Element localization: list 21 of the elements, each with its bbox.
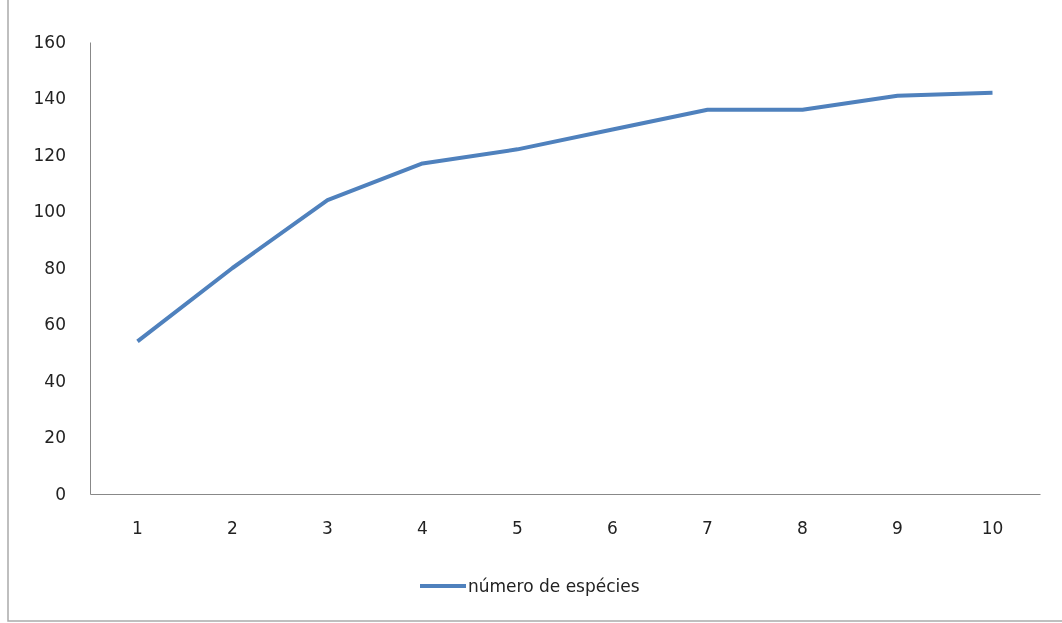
- y-tick-label: 120: [33, 144, 66, 165]
- y-tick-label: 160: [33, 31, 66, 52]
- x-tick-label: 4: [417, 518, 428, 539]
- legend-label: número de espécies: [468, 576, 640, 596]
- x-tick-label: 1: [132, 518, 143, 539]
- y-tick-label: 80: [44, 257, 66, 278]
- y-tick-label: 140: [33, 88, 66, 109]
- y-tick-label: 20: [44, 427, 66, 448]
- x-tick-label: 8: [797, 518, 808, 539]
- line-series: [135, 90, 995, 344]
- x-tick-label: 3: [322, 518, 333, 539]
- x-tick-label: 6: [607, 518, 618, 539]
- y-tick-label: 0: [55, 483, 66, 504]
- y-tick-label: 40: [44, 370, 66, 391]
- x-tick-label: 2: [227, 518, 238, 539]
- x-tick-label: 5: [512, 518, 523, 539]
- x-tick-label: 7: [702, 518, 713, 539]
- x-tick-label: 10: [981, 518, 1004, 539]
- y-tick-label: 100: [33, 201, 66, 222]
- y-tick-label: 60: [44, 314, 66, 335]
- x-tick-label: 9: [892, 518, 903, 539]
